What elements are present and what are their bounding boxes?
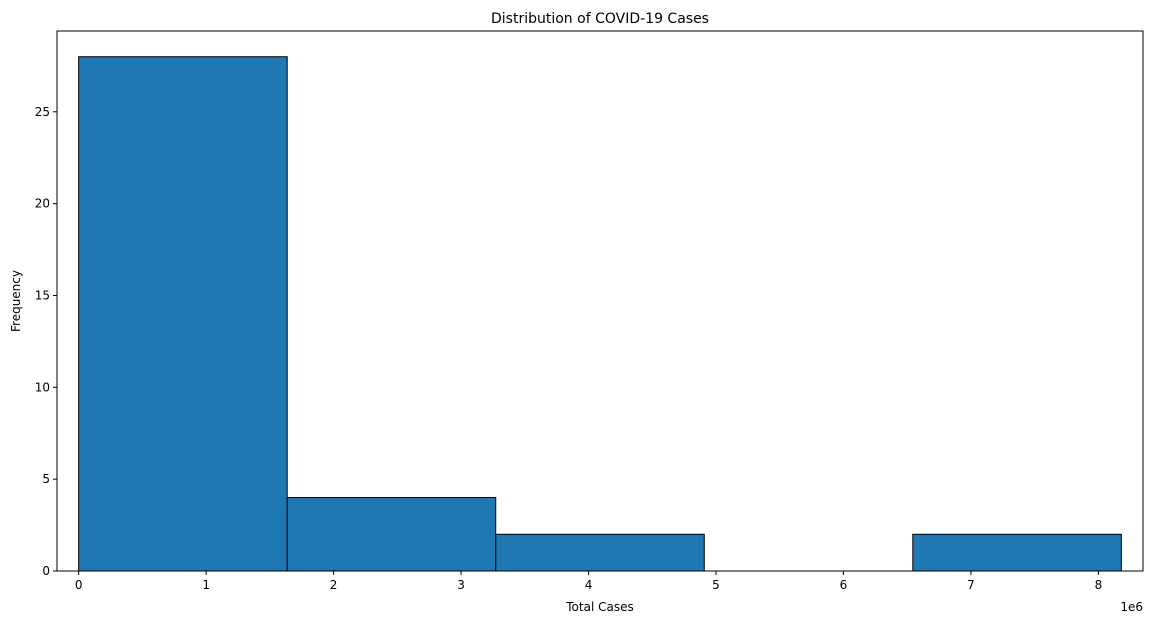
x-tick-label: 8 bbox=[1095, 578, 1103, 592]
x-tick-label: 4 bbox=[585, 578, 593, 592]
x-axis-label: Total Cases bbox=[565, 600, 633, 614]
x-tick-label: 2 bbox=[330, 578, 338, 592]
x-tick-label: 7 bbox=[967, 578, 975, 592]
chart-title: Distribution of COVID-19 Cases bbox=[491, 11, 709, 27]
histogram-bar bbox=[286, 497, 497, 572]
histogram-bar bbox=[912, 533, 1122, 572]
y-axis-label: Frequency bbox=[9, 270, 23, 332]
histogram-bar bbox=[495, 533, 705, 572]
y-tick-label: 25 bbox=[35, 105, 50, 119]
y-tick-label: 0 bbox=[42, 564, 50, 578]
y-ticks-group: 0 5 10 15 20 25 bbox=[35, 105, 57, 578]
x-tick-label: 3 bbox=[457, 578, 465, 592]
x-tick-label: 0 bbox=[75, 578, 83, 592]
x-tick-label: 6 bbox=[840, 578, 848, 592]
x-tick-label: 5 bbox=[712, 578, 720, 592]
y-tick-label: 20 bbox=[35, 197, 50, 211]
x-ticks-group: 0 1 2 3 4 5 6 7 8 bbox=[75, 571, 1102, 592]
y-tick-label: 5 bbox=[42, 472, 50, 486]
y-tick-label: 10 bbox=[35, 380, 50, 394]
histogram-bar bbox=[78, 56, 288, 572]
plot-frame bbox=[56, 30, 1144, 572]
x-tick-label: 1 bbox=[202, 578, 210, 592]
x-axis-offset-label: 1e6 bbox=[1120, 600, 1143, 614]
y-tick-label: 15 bbox=[35, 288, 50, 302]
bars-group bbox=[78, 56, 1122, 572]
